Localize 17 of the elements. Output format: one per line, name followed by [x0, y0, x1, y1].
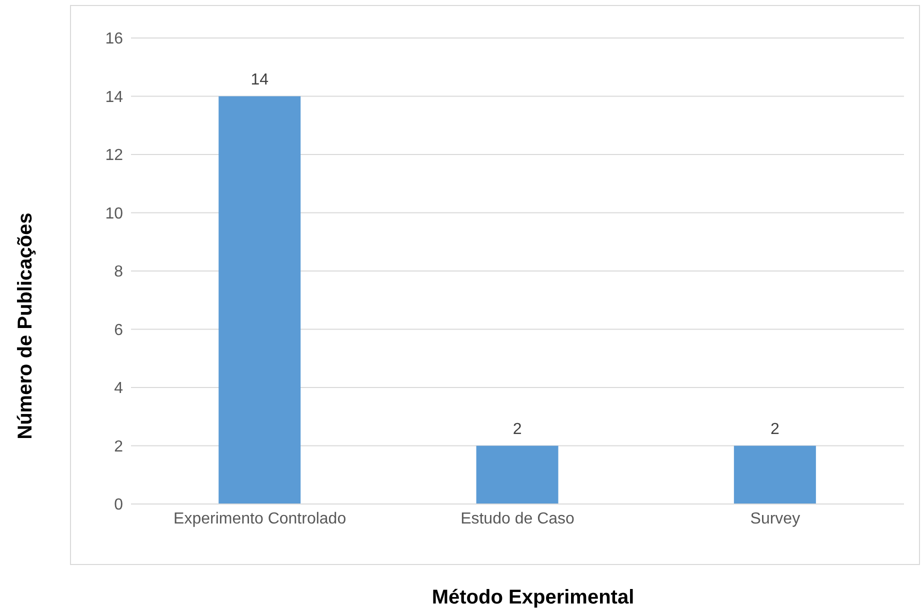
y-tick-label: 0 [114, 496, 124, 514]
y-tick-label: 6 [114, 322, 124, 339]
y-tick-label: 8 [114, 264, 124, 281]
data-label: 14 [250, 71, 269, 88]
y-tick-label: 12 [105, 147, 124, 164]
y-tick-label: 16 [105, 30, 124, 48]
y-tick-label: 2 [114, 438, 124, 456]
x-tick-label: Survey [750, 510, 800, 528]
x-tick-label: Estudo de Caso [460, 510, 575, 528]
data-label: 2 [512, 420, 522, 438]
y-tick-label: 4 [114, 380, 124, 398]
x-axis-title: Método Experimental [432, 586, 634, 610]
y-tick-label: 14 [105, 88, 124, 106]
y-tick-label: 10 [105, 205, 124, 222]
data-label: 2 [770, 420, 780, 438]
y-axis-title: Número de Publicações [14, 212, 38, 440]
x-tick-label: Experimento Controlado [174, 510, 346, 528]
